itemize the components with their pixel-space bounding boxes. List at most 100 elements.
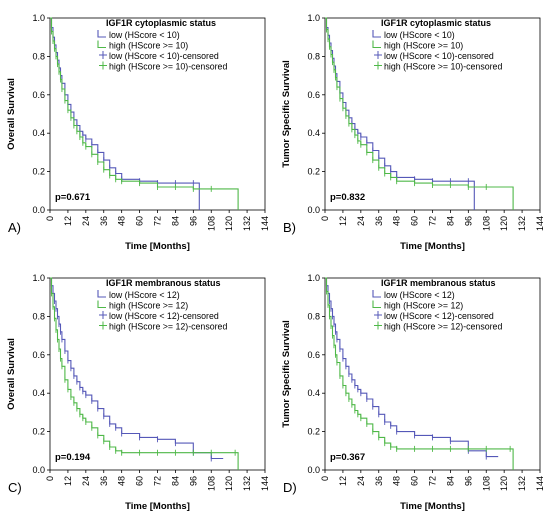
legend-entry: high (HScore >= 10)-censored bbox=[109, 62, 227, 72]
y-tick-label: 0.0 bbox=[32, 205, 45, 215]
y-tick-label: 1.0 bbox=[32, 273, 45, 283]
x-tick-label: 60 bbox=[410, 216, 420, 226]
x-tick-label: 84 bbox=[170, 216, 180, 226]
chart-panel-c: 0.0 0.2 0.4 0.6 0.8 1.0 0 12 24 36 48 60 72 84 96 108 12… bbox=[6, 273, 270, 512]
x-tick-label: 132 bbox=[242, 216, 252, 231]
x-tick-label: 72 bbox=[153, 476, 163, 486]
x-tick-label: 144 bbox=[260, 216, 270, 231]
x-tick-label: 108 bbox=[481, 476, 491, 491]
y-tick-label: 0.0 bbox=[32, 465, 45, 475]
panel-label: C) bbox=[8, 480, 22, 495]
plot-frame bbox=[49, 17, 266, 211]
x-axis-title: Time [Months] bbox=[400, 501, 465, 512]
legend-entry: low (HScore < 10) bbox=[109, 30, 180, 40]
y-tick-label: 0.2 bbox=[307, 427, 320, 437]
x-tick-label: 72 bbox=[428, 476, 438, 486]
x-axis-title: Time [Months] bbox=[400, 241, 465, 252]
legend-swatch-high bbox=[372, 40, 381, 49]
x-tick-label: 60 bbox=[410, 476, 420, 486]
legend-entry: low (HScore < 10)-censored bbox=[384, 51, 494, 61]
x-tick-label: 48 bbox=[392, 476, 402, 486]
x-tick-label: 96 bbox=[463, 476, 473, 486]
y-tick-label: 1.0 bbox=[307, 13, 320, 23]
x-tick-label: 108 bbox=[206, 476, 216, 491]
x-tick-label: 96 bbox=[188, 216, 198, 226]
legend-title: IGF1R cytoplasmic status bbox=[381, 18, 491, 28]
x-tick-label: 0 bbox=[45, 216, 55, 221]
p-value: p=0.832 bbox=[330, 192, 365, 203]
legend-entry: low (HScore < 10)-censored bbox=[109, 51, 219, 61]
x-tick-label: 84 bbox=[170, 476, 180, 486]
legend-swatch-low bbox=[97, 30, 106, 38]
x-axis-title: Time [Months] bbox=[125, 241, 190, 252]
x-tick-label: 24 bbox=[81, 216, 91, 226]
y-tick-label: 0.6 bbox=[32, 350, 45, 360]
y-axis-title: Overall Survival bbox=[6, 338, 17, 410]
panel-label: D) bbox=[283, 480, 297, 495]
legend-entry: low (HScore < 12) bbox=[384, 290, 455, 300]
legend-swatch-high bbox=[97, 40, 106, 49]
legend-swatch-high bbox=[97, 300, 106, 309]
x-tick-label: 36 bbox=[374, 216, 384, 226]
legend-entry: high (HScore >= 10)-censored bbox=[384, 62, 502, 72]
x-tick-label: 144 bbox=[535, 216, 545, 231]
y-tick-label: 1.0 bbox=[32, 13, 45, 23]
x-tick-label: 12 bbox=[63, 476, 73, 486]
x-tick-label: 12 bbox=[63, 216, 73, 226]
x-tick-label: 0 bbox=[45, 476, 55, 481]
y-tick-label: 1.0 bbox=[307, 273, 320, 283]
x-tick-label: 120 bbox=[499, 476, 509, 491]
x-tick-label: 72 bbox=[153, 216, 163, 226]
x-tick-label: 144 bbox=[535, 476, 545, 491]
x-tick-label: 60 bbox=[135, 476, 145, 486]
x-axis-title: Time [Months] bbox=[125, 501, 190, 512]
p-value: p=0.671 bbox=[55, 192, 91, 203]
x-tick-label: 48 bbox=[392, 216, 402, 226]
legend-entry: high (HScore >= 12) bbox=[384, 301, 463, 311]
x-tick-label: 132 bbox=[242, 476, 252, 491]
y-axis-title: Overall Survival bbox=[6, 78, 17, 150]
x-tick-label: 132 bbox=[517, 476, 527, 491]
legend-entry: low (HScore < 12)-censored bbox=[109, 311, 219, 321]
x-tick-label: 108 bbox=[481, 216, 491, 231]
x-tick-label: 132 bbox=[517, 216, 527, 231]
x-tick-label: 72 bbox=[428, 216, 438, 226]
legend-title: IGF1R membranous status bbox=[106, 278, 221, 288]
x-tick-label: 144 bbox=[260, 476, 270, 491]
y-tick-label: 0.6 bbox=[307, 350, 320, 360]
x-tick-label: 24 bbox=[356, 216, 366, 226]
legend-swatch-low bbox=[372, 30, 381, 38]
y-tick-label: 0.8 bbox=[32, 51, 45, 61]
y-tick-label: 0.2 bbox=[307, 167, 320, 177]
x-tick-label: 84 bbox=[445, 476, 455, 486]
x-tick-label: 24 bbox=[356, 476, 366, 486]
legend-swatch-low bbox=[372, 290, 381, 298]
y-tick-label: 0.4 bbox=[307, 128, 320, 138]
x-tick-label: 48 bbox=[117, 476, 127, 486]
y-tick-label: 0.2 bbox=[32, 167, 45, 177]
x-tick-label: 84 bbox=[445, 216, 455, 226]
legend-entry: low (HScore < 12)-censored bbox=[384, 311, 494, 321]
legend-entry: high (HScore >= 12)-censored bbox=[384, 322, 502, 332]
legend-entry: low (HScore < 12) bbox=[109, 290, 180, 300]
y-tick-label: 0.0 bbox=[307, 205, 320, 215]
x-tick-label: 0 bbox=[320, 216, 330, 221]
x-tick-label: 108 bbox=[206, 216, 216, 231]
chart-panel-a: 0.0 0.2 0.4 0.6 0.8 1.0 0 12 24 36 48 60 72 84 96 108 12… bbox=[6, 13, 270, 252]
x-tick-label: 60 bbox=[135, 216, 145, 226]
y-tick-label: 0.8 bbox=[307, 51, 320, 61]
p-value: p=0.194 bbox=[55, 452, 91, 463]
y-tick-label: 0.8 bbox=[307, 311, 320, 321]
x-tick-label: 120 bbox=[224, 216, 234, 231]
x-tick-label: 120 bbox=[499, 216, 509, 231]
y-tick-label: 0.4 bbox=[32, 388, 45, 398]
x-tick-label: 96 bbox=[463, 216, 473, 226]
legend-title: IGF1R cytoplasmic status bbox=[106, 18, 216, 28]
y-tick-label: 0.2 bbox=[32, 427, 45, 437]
x-tick-label: 36 bbox=[99, 476, 109, 486]
x-tick-label: 0 bbox=[320, 476, 330, 481]
x-tick-label: 36 bbox=[374, 476, 384, 486]
legend-entry: low (HScore < 10) bbox=[384, 30, 455, 40]
legend-swatch-low bbox=[97, 290, 106, 298]
